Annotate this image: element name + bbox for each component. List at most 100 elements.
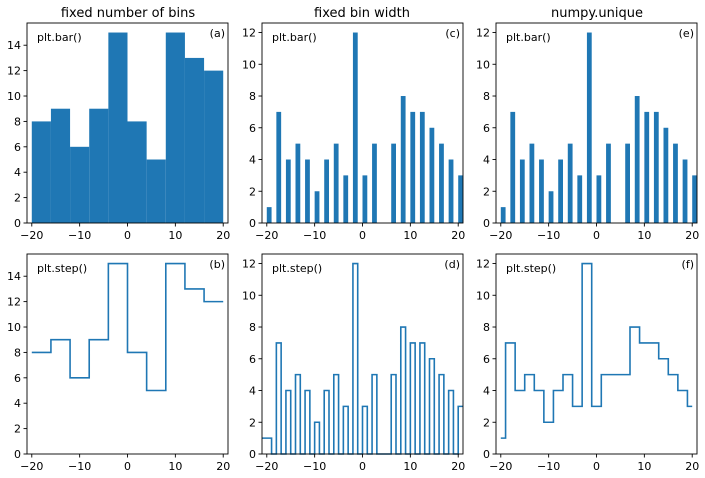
y-tick-label-f-3: 6 <box>483 353 490 366</box>
bar-e-0 <box>500 207 506 223</box>
x-tick-label-d-4: 20 <box>451 460 465 473</box>
bar-e-13 <box>634 96 640 223</box>
bar-c-9 <box>352 32 358 224</box>
column-title-numpy-unique: numpy.unique <box>551 6 643 21</box>
y-tick-label-f-4: 8 <box>483 321 490 334</box>
bar-c-19 <box>458 175 463 223</box>
bar-a-1 <box>50 108 71 223</box>
x-tick-label-b-2: 0 <box>124 460 131 473</box>
panel-label-e: (e) <box>679 27 694 40</box>
y-tick-label-a-2: 4 <box>14 166 21 179</box>
step-line-f <box>500 262 693 439</box>
method-label-f: plt.step() <box>506 262 556 275</box>
y-tick-label-c-0: 0 <box>249 217 256 230</box>
bar-c-4 <box>305 159 310 223</box>
bar-e-16 <box>663 127 669 223</box>
bar-a-7 <box>165 32 185 224</box>
bar-a-3 <box>89 108 109 223</box>
bar-c-13 <box>400 96 406 223</box>
column-title-fixed-number-of-bins: fixed number of bins <box>61 6 195 21</box>
bar-a-4 <box>108 32 128 224</box>
y-tick-label-b-1: 2 <box>14 423 21 436</box>
y-tick-label-c-2: 4 <box>249 154 256 167</box>
y-tick-label-d-0: 0 <box>249 448 256 461</box>
x-tick-label-c-2: 0 <box>359 229 366 242</box>
bar-e-12 <box>625 143 630 223</box>
y-tick-label-f-6: 12 <box>476 258 490 271</box>
y-tick-label-c-3: 6 <box>249 122 256 135</box>
panel-f: −20 −10 0 10 20 0 2 4 6 8 10 12 plt.step() (f) <box>476 253 699 473</box>
x-tick-label-f-4: 20 <box>685 460 699 473</box>
method-label-c: plt.bar() <box>272 31 317 44</box>
bar-c-12 <box>391 143 396 223</box>
y-tick-label-b-5: 10 <box>7 321 21 334</box>
panel-c: −20 −10 0 10 20 0 2 4 6 8 10 12 plt.bar() (c) <box>242 22 465 242</box>
bar-e-17 <box>673 143 678 223</box>
y-tick-label-d-2: 4 <box>249 385 256 398</box>
y-tick-label-f-5: 10 <box>476 289 490 302</box>
bar-c-6 <box>324 159 329 223</box>
column-title-fixed-bin-width: fixed bin width <box>314 6 410 21</box>
bar-e-9 <box>586 32 592 224</box>
bar-e-4 <box>539 159 544 223</box>
x-tick-label-e-0: −20 <box>489 229 512 242</box>
x-tick-label-a-0: −20 <box>20 229 43 242</box>
y-tick-label-f-2: 4 <box>483 385 490 398</box>
bar-c-17 <box>439 143 444 223</box>
y-tick-label-e-4: 8 <box>483 90 490 103</box>
y-tick-label-a-4: 8 <box>14 115 21 128</box>
x-tick-label-a-4: 20 <box>216 229 230 242</box>
y-tick-label-d-6: 12 <box>242 258 256 271</box>
y-tick-label-b-2: 4 <box>14 397 21 410</box>
bar-a-2 <box>70 146 90 223</box>
x-tick-label-f-0: −20 <box>489 460 512 473</box>
panel-b: −20 −10 0 10 20 0 2 4 6 8 10 12 14 plt.step() (b) <box>7 253 230 473</box>
bar-e-7 <box>567 143 573 223</box>
bar-e-15 <box>653 111 659 223</box>
panel-label-c: (c) <box>445 27 460 40</box>
bar-c-14 <box>410 111 416 223</box>
bar-c-5 <box>314 191 320 223</box>
y-tick-label-f-0: 0 <box>483 448 490 461</box>
method-label-e: plt.bar() <box>506 31 551 44</box>
x-tick-label-d-3: 10 <box>403 460 417 473</box>
y-tick-label-c-6: 12 <box>242 27 256 40</box>
bar-e-2 <box>519 159 525 223</box>
y-tick-label-e-5: 10 <box>476 58 490 71</box>
bar-e-3 <box>529 143 535 223</box>
bar-e-19 <box>692 175 697 223</box>
y-tick-label-e-0: 0 <box>483 217 490 230</box>
panel-d: −20 −10 0 10 20 0 2 4 6 8 10 12 plt.step() (d) <box>242 253 465 473</box>
y-tick-label-a-7: 14 <box>7 39 21 52</box>
x-tick-label-c-3: 10 <box>403 229 417 242</box>
y-tick-label-c-5: 10 <box>242 58 256 71</box>
bar-a-6 <box>146 159 166 223</box>
x-tick-label-a-3: 10 <box>168 229 182 242</box>
y-tick-label-d-4: 8 <box>249 321 256 334</box>
method-label-d: plt.step() <box>272 262 322 275</box>
bar-c-1 <box>276 111 282 223</box>
y-tick-label-c-1: 2 <box>249 185 256 198</box>
y-tick-label-a-0: 0 <box>14 217 21 230</box>
bar-a-8 <box>184 57 205 223</box>
x-tick-label-e-1: −10 <box>537 229 560 242</box>
axes-frame-f <box>495 253 698 455</box>
method-label-a: plt.bar() <box>37 31 82 44</box>
y-tick-label-b-7: 14 <box>7 270 21 283</box>
panel-label-f: (f) <box>682 258 694 271</box>
y-tick-label-d-1: 2 <box>249 416 256 429</box>
y-tick-label-f-1: 2 <box>483 416 490 429</box>
bar-e-8 <box>577 175 583 223</box>
x-tick-label-f-2: 0 <box>593 460 600 473</box>
bar-a-5 <box>127 121 147 223</box>
panel-e: −20 −10 0 10 20 0 2 4 6 8 10 12 plt.bar() (e) <box>476 22 699 242</box>
bar-a-9 <box>204 70 224 223</box>
bar-e-11 <box>606 143 611 223</box>
x-tick-label-b-3: 10 <box>168 460 182 473</box>
bar-c-3 <box>295 143 301 223</box>
y-tick-label-e-2: 4 <box>483 154 490 167</box>
bar-e-18 <box>682 159 688 223</box>
bar-c-15 <box>419 111 425 223</box>
